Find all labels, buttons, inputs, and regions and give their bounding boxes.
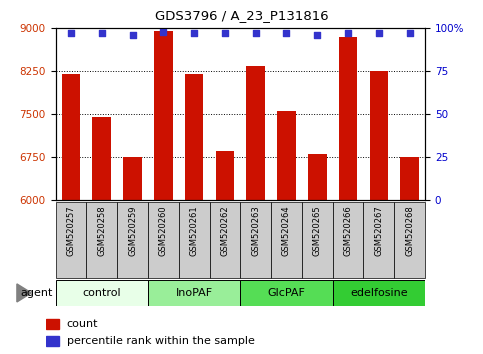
Bar bbox=[154, 31, 172, 200]
Text: GSM520264: GSM520264 bbox=[282, 206, 291, 256]
Polygon shape bbox=[17, 284, 31, 302]
FancyBboxPatch shape bbox=[148, 202, 179, 278]
Bar bbox=[62, 74, 80, 200]
Point bbox=[190, 31, 198, 36]
FancyBboxPatch shape bbox=[148, 280, 240, 306]
FancyBboxPatch shape bbox=[179, 202, 210, 278]
Point bbox=[67, 31, 75, 36]
Point bbox=[98, 31, 106, 36]
Text: GDS3796 / A_23_P131816: GDS3796 / A_23_P131816 bbox=[155, 9, 328, 22]
Text: GSM520263: GSM520263 bbox=[251, 206, 260, 256]
Text: GSM520261: GSM520261 bbox=[190, 206, 199, 256]
Bar bbox=[185, 74, 203, 200]
FancyBboxPatch shape bbox=[302, 202, 333, 278]
Bar bbox=[369, 71, 388, 200]
Bar bbox=[339, 37, 357, 200]
Bar bbox=[308, 154, 327, 200]
Bar bbox=[123, 157, 142, 200]
Bar bbox=[215, 152, 234, 200]
FancyBboxPatch shape bbox=[117, 202, 148, 278]
Text: GSM520262: GSM520262 bbox=[220, 206, 229, 256]
Text: GlcPAF: GlcPAF bbox=[268, 288, 305, 298]
Point bbox=[313, 32, 321, 38]
Text: GSM520265: GSM520265 bbox=[313, 206, 322, 256]
Text: agent: agent bbox=[21, 288, 53, 298]
FancyBboxPatch shape bbox=[56, 202, 86, 278]
Text: GSM520268: GSM520268 bbox=[405, 206, 414, 256]
Text: GSM520259: GSM520259 bbox=[128, 206, 137, 256]
FancyBboxPatch shape bbox=[394, 202, 425, 278]
Bar bbox=[246, 65, 265, 200]
FancyBboxPatch shape bbox=[86, 202, 117, 278]
Point bbox=[375, 31, 383, 36]
Text: InoPAF: InoPAF bbox=[175, 288, 213, 298]
Text: GSM520258: GSM520258 bbox=[97, 206, 106, 256]
FancyBboxPatch shape bbox=[240, 202, 271, 278]
FancyBboxPatch shape bbox=[271, 202, 302, 278]
Bar bbox=[46, 319, 59, 329]
Text: GSM520257: GSM520257 bbox=[67, 206, 75, 256]
FancyBboxPatch shape bbox=[364, 202, 394, 278]
Bar bbox=[92, 117, 111, 200]
Point bbox=[252, 31, 259, 36]
Text: count: count bbox=[67, 319, 98, 330]
Point bbox=[159, 29, 167, 35]
FancyBboxPatch shape bbox=[333, 202, 364, 278]
Text: control: control bbox=[83, 288, 121, 298]
Point bbox=[406, 31, 413, 36]
Point bbox=[283, 31, 290, 36]
FancyBboxPatch shape bbox=[333, 280, 425, 306]
Text: GSM520267: GSM520267 bbox=[374, 206, 384, 256]
Text: GSM520260: GSM520260 bbox=[159, 206, 168, 256]
Bar bbox=[46, 336, 59, 346]
FancyBboxPatch shape bbox=[56, 280, 148, 306]
Point bbox=[344, 31, 352, 36]
Point bbox=[221, 31, 229, 36]
Bar bbox=[400, 157, 419, 200]
Text: GSM520266: GSM520266 bbox=[343, 206, 353, 256]
Text: edelfosine: edelfosine bbox=[350, 288, 408, 298]
Point bbox=[128, 32, 136, 38]
FancyBboxPatch shape bbox=[210, 202, 240, 278]
Text: percentile rank within the sample: percentile rank within the sample bbox=[67, 336, 255, 346]
Bar bbox=[277, 111, 296, 200]
FancyBboxPatch shape bbox=[240, 280, 333, 306]
